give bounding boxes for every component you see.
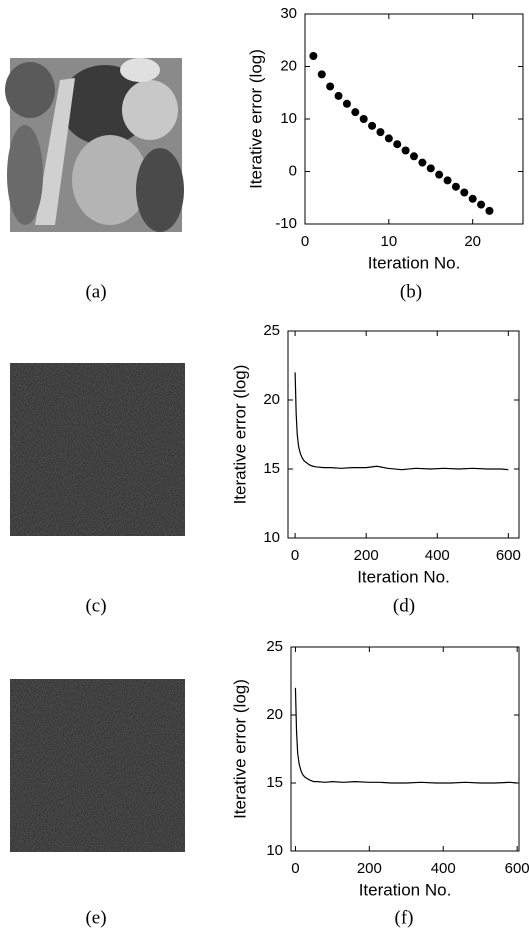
x-axis-label: Iteration No. (357, 567, 450, 586)
noise-image (10, 363, 185, 536)
point (334, 91, 343, 100)
y-tick-label: 15 (263, 460, 280, 477)
point (368, 121, 377, 130)
x-axis-label: Iteration No. (368, 253, 461, 272)
x-tick-label: 200 (354, 547, 379, 564)
point (351, 108, 360, 117)
point (309, 52, 318, 60)
y-tick-label: 15 (266, 774, 283, 791)
x-tick-label: 0 (301, 233, 309, 250)
x-axis-label: Iteration No. (359, 880, 452, 899)
caption: (a) (85, 281, 106, 302)
y-tick-label: 10 (266, 842, 283, 859)
x-tick-label: 400 (425, 547, 450, 564)
point (426, 164, 435, 173)
point (418, 158, 427, 167)
y-tick-label: 10 (263, 529, 280, 546)
y-axis-label: Iterative error (log) (230, 679, 249, 819)
point (443, 176, 452, 185)
point (342, 99, 351, 108)
x-tick-label: 600 (496, 547, 521, 564)
point (485, 206, 494, 215)
axes-box (290, 646, 520, 852)
point (468, 194, 477, 203)
point (359, 115, 368, 123)
y-axis-label: Iterative error (log) (230, 365, 249, 505)
caption: (d) (393, 595, 415, 616)
point (435, 170, 444, 179)
axes-box (304, 13, 524, 225)
y-tick-label: 20 (280, 57, 297, 74)
caption: (f) (395, 907, 414, 928)
y-axis-label: Iterative error (log) (246, 49, 265, 189)
point (326, 82, 335, 91)
x-tick-label: 0 (291, 860, 299, 877)
x-tick-label: 600 (505, 860, 529, 877)
x-tick-label: 0 (291, 547, 299, 564)
noise-image (10, 679, 185, 852)
point (393, 140, 402, 149)
caption: (e) (85, 907, 106, 928)
point (451, 182, 460, 191)
point (477, 200, 486, 209)
point (401, 146, 410, 155)
line (294, 687, 518, 784)
y-tick-label: 30 (280, 5, 297, 22)
x-tick-label: 20 (464, 233, 481, 250)
point (376, 128, 385, 137)
y-tick-label: 20 (263, 391, 280, 408)
y-tick-label: 25 (266, 638, 283, 655)
y-tick-label: 0 (289, 162, 297, 179)
point (384, 134, 393, 143)
caption: (c) (85, 595, 106, 616)
point (460, 188, 469, 197)
y-tick-label: 20 (266, 706, 283, 723)
y-tick-label: 10 (280, 110, 297, 127)
point (410, 152, 418, 161)
axes-box (287, 330, 520, 539)
point (317, 70, 326, 79)
x-tick-label: 10 (381, 233, 398, 250)
x-tick-label: 200 (357, 860, 382, 877)
y-tick-label: -10 (275, 215, 297, 232)
line (294, 372, 509, 471)
y-tick-label: 25 (263, 322, 280, 339)
caption: (b) (400, 281, 422, 302)
x-tick-label: 400 (431, 860, 456, 877)
peppers-image (5, 58, 184, 232)
